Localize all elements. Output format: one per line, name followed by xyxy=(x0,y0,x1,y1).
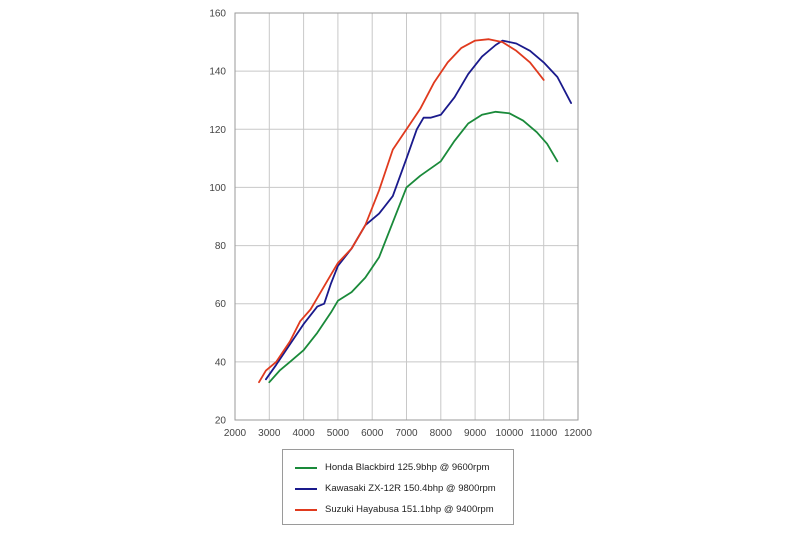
plot-frame xyxy=(234,12,579,421)
x-tick-label: 12000 xyxy=(564,428,592,439)
legend: Honda Blackbird 125.9bhp @ 9600rpm Kawasa… xyxy=(282,449,514,525)
series-lines xyxy=(258,38,572,384)
x-tick-label: 10000 xyxy=(495,428,523,439)
x-tick-label: 7000 xyxy=(395,428,418,439)
y-tick-label: 80 xyxy=(215,241,227,252)
series-line-0 xyxy=(268,110,559,384)
legend-item: Suzuki Hayabusa 151.1bhp @ 9400rpm xyxy=(283,499,513,520)
series-line-1 xyxy=(265,39,572,381)
x-tick-label: 8000 xyxy=(430,428,453,439)
y-tick-label: 100 xyxy=(209,183,226,194)
x-tick-label: 6000 xyxy=(361,428,384,439)
x-tick-label: 9000 xyxy=(464,428,487,439)
legend-label: Honda Blackbird 125.9bhp @ 9600rpm xyxy=(325,462,490,473)
x-tick-label: 11000 xyxy=(530,428,558,439)
series-line-2 xyxy=(258,38,545,384)
legend-swatch xyxy=(295,487,317,490)
plot-border xyxy=(234,12,579,421)
x-tick-label: 3000 xyxy=(258,428,281,439)
y-tick-label: 140 xyxy=(209,67,226,78)
x-tick-label: 2000 xyxy=(224,428,247,439)
x-axis-ticks: 2000 3000 4000 5000 6000 7000 8000 9000 10000 110… xyxy=(224,428,592,439)
y-tick-label: 120 xyxy=(209,125,226,136)
y-tick-label: 60 xyxy=(215,299,227,310)
legend-swatch xyxy=(295,508,317,511)
legend-label: Kawasaki ZX-12R 150.4bhp @ 9800rpm xyxy=(325,483,496,494)
legend-swatch xyxy=(295,466,317,469)
y-axis-ticks: 20 40 60 80 100 120 140 160 xyxy=(209,9,226,427)
x-tick-label: 5000 xyxy=(327,428,350,439)
y-tick-label: 20 xyxy=(215,416,227,427)
legend-label: Suzuki Hayabusa 151.1bhp @ 9400rpm xyxy=(325,504,494,515)
y-tick-label: 40 xyxy=(215,357,227,368)
legend-item: Honda Blackbird 125.9bhp @ 9600rpm xyxy=(283,457,513,478)
legend-item: Kawasaki ZX-12R 150.4bhp @ 9800rpm xyxy=(283,478,513,499)
y-tick-label: 160 xyxy=(209,9,226,20)
x-tick-label: 4000 xyxy=(292,428,315,439)
